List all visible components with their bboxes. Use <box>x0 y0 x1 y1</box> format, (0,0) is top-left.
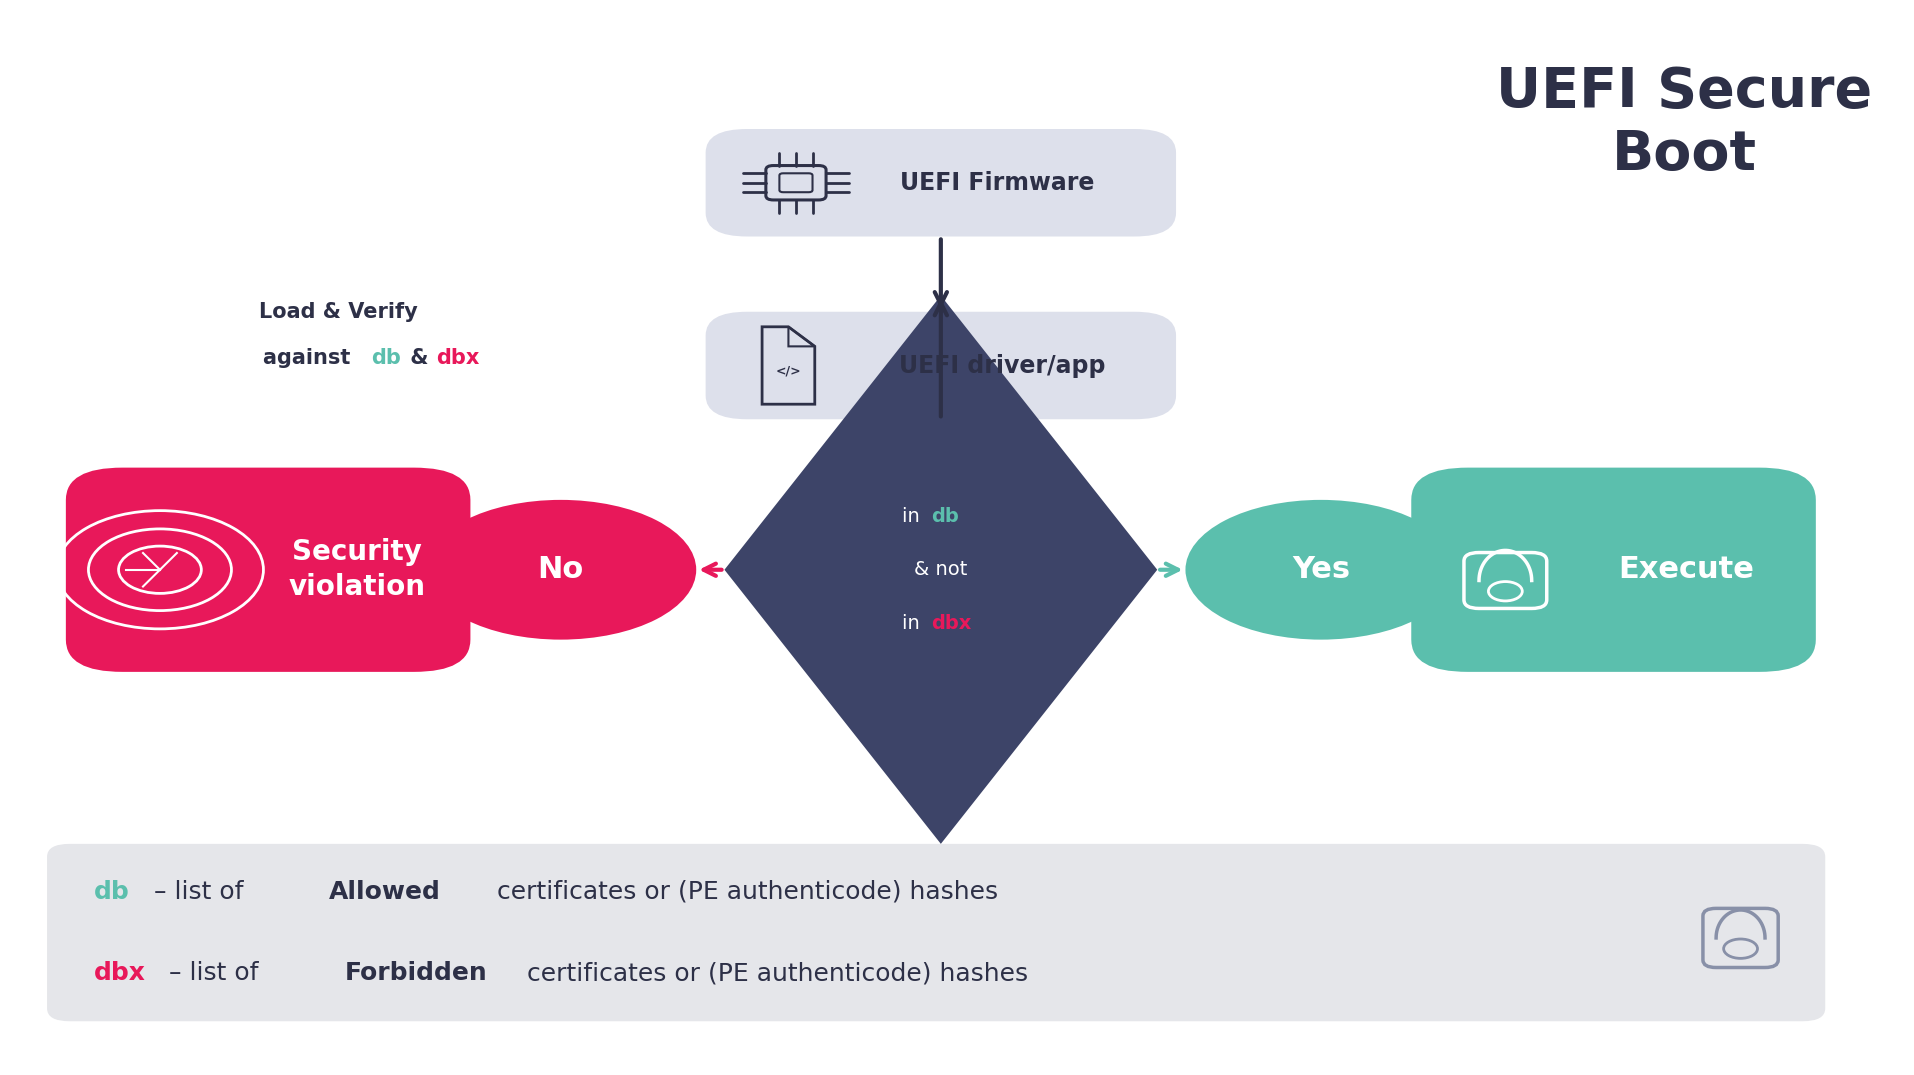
Text: UEFI Secure
Boot: UEFI Secure Boot <box>1497 66 1872 182</box>
FancyBboxPatch shape <box>1411 468 1816 672</box>
FancyBboxPatch shape <box>706 312 1175 419</box>
Text: </>: </> <box>775 364 802 377</box>
Text: certificates or (PE authenticode) hashes: certificates or (PE authenticode) hashes <box>519 961 1028 986</box>
Ellipse shape <box>425 500 697 640</box>
Text: in: in <box>901 614 926 633</box>
Polygon shape <box>725 296 1158 844</box>
Text: certificates or (PE authenticode) hashes: certificates or (PE authenticode) hashes <box>490 879 999 904</box>
Text: & not: & not <box>915 560 968 579</box>
Text: Security
violation: Security violation <box>289 539 425 601</box>
Text: Execute: Execute <box>1619 556 1755 584</box>
Text: &: & <box>402 348 434 368</box>
Ellipse shape <box>1185 500 1457 640</box>
Text: in: in <box>901 506 926 526</box>
Text: UEFI Firmware: UEFI Firmware <box>900 171 1095 195</box>
Text: – list of: – list of <box>155 879 253 904</box>
Text: db: db <box>371 348 400 368</box>
Text: No: No <box>538 556 584 584</box>
Text: Allowed: Allowed <box>329 879 440 904</box>
Text: db: db <box>94 879 130 904</box>
Text: db: db <box>932 506 959 526</box>
Text: Yes: Yes <box>1292 556 1349 584</box>
Text: – list of: – list of <box>168 961 266 986</box>
Text: Load & Verify: Load & Verify <box>258 302 417 321</box>
Text: dbx: dbx <box>932 614 972 633</box>
Text: dbx: dbx <box>436 348 480 368</box>
FancyBboxPatch shape <box>706 129 1175 236</box>
FancyBboxPatch shape <box>48 844 1826 1021</box>
FancyBboxPatch shape <box>65 468 471 672</box>
Text: dbx: dbx <box>94 961 145 986</box>
Text: UEFI driver/app: UEFI driver/app <box>900 354 1104 377</box>
Text: Forbidden: Forbidden <box>345 961 486 986</box>
Text: against: against <box>264 348 358 368</box>
